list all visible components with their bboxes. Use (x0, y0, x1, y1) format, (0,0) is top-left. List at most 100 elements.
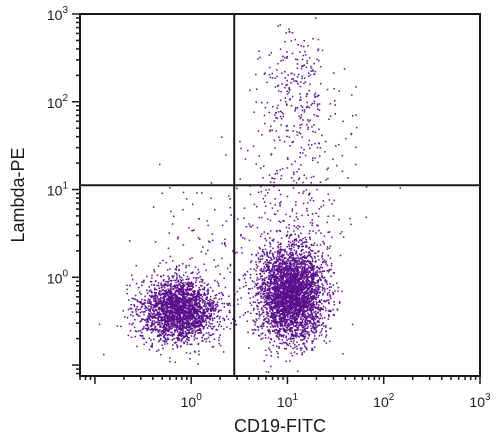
event-dot-p0 (210, 301, 213, 304)
event-dot-p1 (314, 273, 317, 275)
event-dot-p1 (298, 271, 301, 273)
event-dot-p0 (203, 313, 205, 316)
event-dot-p1 (297, 335, 299, 337)
event-dot-p0 (171, 280, 173, 282)
event-dot-p0 (188, 321, 190, 323)
event-dot-p1 (295, 306, 297, 308)
event-dot-p1 (266, 252, 268, 254)
event-dot-p0 (162, 332, 165, 334)
event-dot-p1 (293, 321, 295, 324)
event-dot-p0 (166, 299, 168, 301)
event-dot-p1 (286, 339, 288, 342)
event-dot-p0 (150, 316, 153, 319)
event-dot-p1 (306, 306, 308, 308)
event-dot-p1 (302, 298, 304, 300)
event-dot-p0 (228, 309, 231, 312)
event-dot-p0 (189, 289, 191, 291)
event-dot-p0 (152, 307, 154, 309)
event-dot-p0 (192, 330, 194, 333)
event-dot-p1 (277, 266, 280, 268)
event-dot-p1 (279, 246, 282, 248)
event-dot-p1 (314, 274, 316, 277)
event-dot-p0 (147, 309, 150, 312)
event-dot-p0 (178, 337, 181, 340)
event-dot-p0 (177, 281, 179, 283)
event-dot-p0 (175, 268, 178, 271)
event-dot-p0 (189, 343, 191, 346)
event-dot-p1 (257, 308, 259, 310)
event-dot-p0 (157, 318, 160, 320)
event-dot-p1 (295, 322, 297, 324)
event-dot-p0 (146, 306, 148, 309)
event-dot-p1 (310, 304, 312, 307)
event-dot-p0 (181, 300, 184, 303)
event-dot-p0 (194, 301, 196, 304)
event-dot-p1 (276, 281, 279, 284)
event-dot-p0 (199, 332, 201, 334)
event-dot-p1 (284, 329, 286, 331)
event-dot-p1 (274, 264, 276, 267)
event-dot-p1 (284, 250, 286, 252)
event-dot-p0 (170, 328, 173, 330)
event-dot-p0 (167, 302, 170, 304)
event-dot-p1 (325, 260, 327, 263)
event-dot-p0 (180, 345, 182, 347)
event-dot-p1 (307, 261, 310, 263)
event-dot-p0 (216, 303, 218, 306)
event-dot-p0 (187, 281, 190, 283)
event-dot-p1 (308, 314, 310, 316)
event-dot-p0 (173, 305, 176, 308)
event-dot-p1 (256, 277, 259, 279)
event-dot-p0 (175, 298, 177, 301)
event-dot-p0 (143, 313, 145, 316)
event-dot-p0 (195, 317, 197, 320)
event-dot-p1 (280, 335, 283, 338)
event-dot-p1 (302, 335, 305, 338)
event-dot-p0 (193, 290, 195, 292)
event-dot-p0 (131, 297, 134, 300)
event-dot-p0 (166, 301, 168, 304)
event-dot-p0 (213, 301, 215, 303)
event-dot-p1 (305, 257, 308, 259)
event-dot-p0 (164, 332, 167, 334)
event-dot-p1 (258, 287, 261, 289)
event-dot-p1 (278, 290, 280, 292)
event-dot-p1 (294, 346, 296, 349)
event-dot-p0 (161, 303, 163, 305)
event-dot-p1 (300, 325, 303, 327)
event-dot-p1 (290, 284, 292, 286)
event-dot-p1 (295, 345, 298, 348)
event-dot-p1 (300, 250, 303, 253)
event-dot-p0 (206, 307, 209, 309)
event-dot-p1 (291, 282, 294, 284)
event-dot-p1 (283, 319, 286, 321)
event-dot-p0 (160, 283, 162, 286)
event-dot-p0 (148, 348, 151, 351)
event-dot-p0 (143, 303, 145, 305)
event-dot-p1 (264, 277, 266, 279)
event-dot-p0 (189, 309, 192, 311)
event-dot-p1 (271, 254, 274, 256)
event-dot-p0 (199, 303, 201, 306)
event-dot-p1 (290, 297, 292, 300)
event-dot-p0 (167, 299, 170, 301)
event-dot-p1 (285, 289, 287, 292)
event-dot-p1 (276, 350, 278, 353)
event-dot-p0 (170, 319, 173, 321)
event-dot-p0 (183, 294, 185, 297)
event-dot-p1 (282, 314, 284, 317)
event-dot-p1 (286, 291, 288, 294)
event-dot-p1 (276, 345, 278, 348)
event-dot-p1 (315, 307, 318, 309)
event-dot-p0 (176, 274, 178, 276)
event-dot-p0 (175, 281, 177, 284)
event-dot-p1 (301, 270, 304, 273)
event-dot-p1 (291, 278, 293, 281)
event-dot-p0 (192, 308, 194, 311)
event-dot-p0 (203, 282, 206, 284)
event-dot-p1 (315, 338, 318, 340)
event-dot-p1 (258, 258, 260, 261)
event-dot-p0 (134, 318, 136, 321)
event-dot-p1 (288, 227, 290, 229)
event-dot-p0 (210, 314, 212, 316)
